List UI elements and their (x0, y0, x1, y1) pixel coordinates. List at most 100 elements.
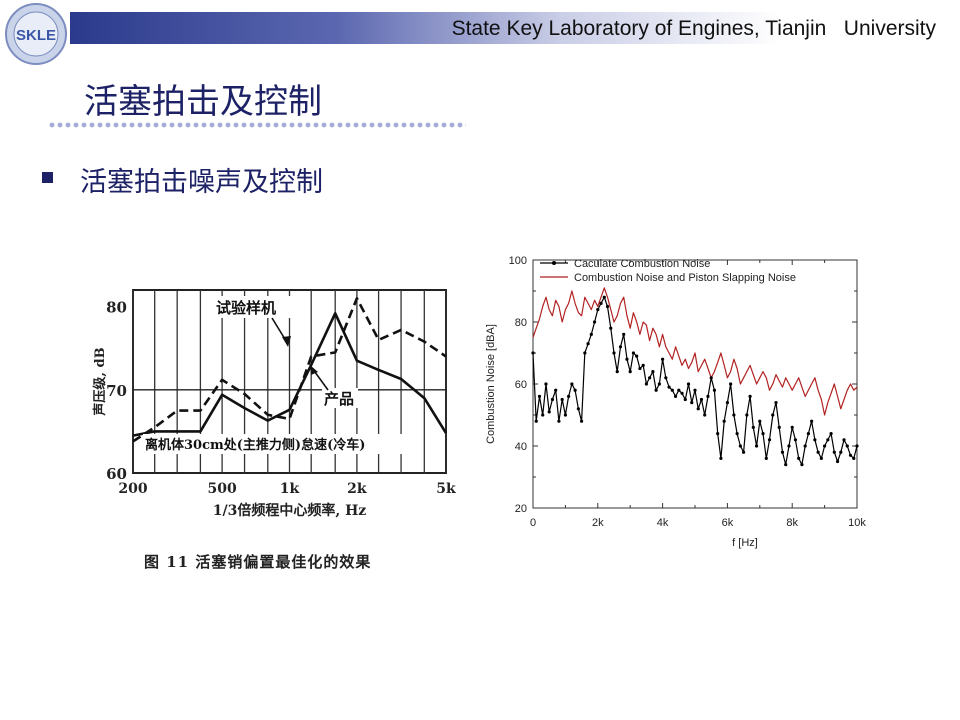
series-calculated-point (612, 351, 616, 355)
left-xtick-label: 5k (436, 481, 456, 497)
series-calculated-point (754, 444, 759, 448)
series-calculated-point (706, 394, 710, 398)
left-xlabel: 1/3倍频程中心频率, Hz (213, 502, 367, 519)
series-calculated-point (774, 401, 778, 405)
series-calculated-point (544, 382, 548, 386)
series-calculated-point (667, 385, 671, 389)
svg-text:SKLE: SKLE (16, 27, 56, 44)
right-ytick-label: 80 (515, 317, 527, 329)
series-calculated-point (803, 444, 807, 448)
bullet-marker (42, 172, 53, 183)
right-ytick-label: 20 (515, 503, 527, 515)
annotation-test-arrowhead (282, 336, 291, 347)
series-calculated-point (599, 301, 603, 305)
series-calculated-point (845, 444, 849, 448)
right-xtick-label: 4k (657, 517, 669, 529)
legend-label-calculated: Caculate Combustion Noise (574, 258, 710, 270)
left-xtick-label: 500 (207, 481, 236, 497)
annotation-product: 产品 (324, 390, 354, 408)
series-calculated-point (683, 397, 687, 402)
series-calculated-point (761, 432, 765, 436)
series-calculated-point (832, 450, 836, 454)
series-calculated-point (777, 425, 781, 429)
left-figure-caption: 图 11 活塞销偏置最佳化的效果 (144, 553, 372, 571)
annotation-bg (214, 296, 294, 318)
right-ytick-label: 100 (509, 255, 527, 267)
left-series-product (132, 311, 448, 437)
left-xtick-label: 2k (347, 481, 367, 497)
series-calculated-point (547, 410, 551, 414)
series-calculated-point (625, 357, 629, 361)
series-calculated-point (567, 394, 571, 398)
series-calculated-point (829, 432, 833, 436)
right-ytick-label: 60 (515, 379, 527, 391)
series-calculated-point (690, 401, 694, 405)
series-calculated-point (628, 370, 632, 374)
series-calculated-point (654, 388, 658, 392)
series-calculated-point (657, 382, 661, 386)
series-calculated-point (557, 419, 561, 423)
bullet-text: 活塞拍击噪声及控制 (80, 167, 323, 198)
series-calculated-point (537, 394, 542, 398)
series-calculated-point (719, 456, 723, 460)
right-xtick-label: 0 (530, 517, 536, 529)
series-calculated-point (780, 450, 785, 454)
series-calculated-point (622, 332, 626, 336)
series-calculated-point (641, 363, 645, 367)
series-calculated-point (570, 382, 574, 386)
series-calculated-point (648, 376, 652, 380)
series-calculated-point (742, 450, 746, 454)
series-calculated-point (806, 432, 811, 436)
series-calculated-point (696, 407, 700, 411)
series-calculated-point (823, 444, 827, 448)
series-calculated-point (673, 394, 678, 398)
right-xtick-label: 6k (722, 517, 734, 529)
series-calculated-point (797, 456, 801, 460)
series-calculated-point (826, 438, 830, 442)
series-calculated-point (835, 459, 840, 464)
annotation-bg (143, 434, 405, 454)
series-calculated-point (638, 366, 642, 371)
annotation-test-machine: 试验样机 (216, 299, 276, 317)
series-calculated-point (793, 438, 798, 442)
series-calculated-point (596, 308, 600, 312)
series-calculated-point (699, 397, 704, 402)
series-calculated-point (580, 419, 584, 423)
series-calculated-point (589, 332, 593, 336)
left-ytick-label: 60 (106, 465, 127, 483)
series-calculated-point (813, 438, 817, 442)
series-calculated-point (550, 397, 555, 402)
right-ylabel: Combustion Noise [dBA] (485, 324, 497, 444)
series-calculated-point (615, 370, 619, 374)
series-calculated-point (839, 450, 843, 454)
right-plot-frame (532, 259, 858, 509)
series-calculated-point (609, 326, 613, 330)
series-calculated-point (784, 463, 788, 467)
series-calculated-point (748, 394, 752, 398)
series-calculated-point (631, 351, 636, 355)
series-calculated-point (729, 382, 733, 386)
series-calculated-point (848, 453, 853, 457)
series-calculated-point (592, 320, 597, 324)
series-calculated-point (764, 456, 768, 460)
series-calculated-point (771, 413, 775, 417)
series-calculated-point (732, 413, 736, 417)
legend-label-piston-slap: Combustion Noise and Piston Slapping Noi… (574, 272, 796, 284)
series-calculated-point (661, 357, 665, 361)
series-calculated-point (635, 354, 639, 358)
series-calculated-point (664, 376, 668, 380)
series-calculated-point (767, 438, 772, 442)
series-calculated-point (651, 370, 655, 374)
series-calculated-point (738, 444, 742, 448)
series-calculated-point (583, 351, 587, 355)
series-calculated-point (855, 444, 859, 448)
series-calculated-point (534, 419, 538, 423)
left-ytick-label: 70 (106, 382, 127, 400)
series-calculated-point (800, 463, 804, 467)
title-divider (48, 122, 466, 128)
left-xtick-label: 1k (280, 481, 300, 497)
header-title: State Key Laboratory of Engines, Tianjin… (451, 17, 936, 40)
right-ytick-label: 40 (515, 441, 527, 453)
